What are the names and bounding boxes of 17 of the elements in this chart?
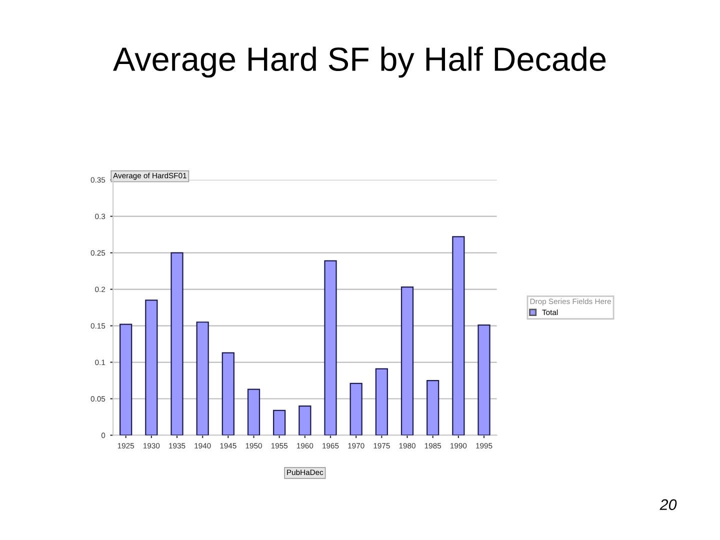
chart-title: Average Hard SF by Half Decade: [113, 46, 606, 78]
bar: [247, 388, 260, 436]
bar: [350, 382, 362, 436]
bar: [298, 405, 312, 436]
bar: [145, 300, 158, 436]
bar: [170, 252, 184, 436]
bar: [375, 368, 388, 436]
bar: [426, 380, 440, 436]
bar: [400, 286, 414, 436]
bar: [196, 322, 209, 436]
bar: [222, 352, 234, 436]
bar: [120, 324, 132, 436]
bar: [273, 410, 286, 436]
bar: [452, 236, 465, 436]
bar: [324, 260, 337, 436]
text: 20: [660, 499, 677, 510]
bar: [478, 324, 490, 436]
